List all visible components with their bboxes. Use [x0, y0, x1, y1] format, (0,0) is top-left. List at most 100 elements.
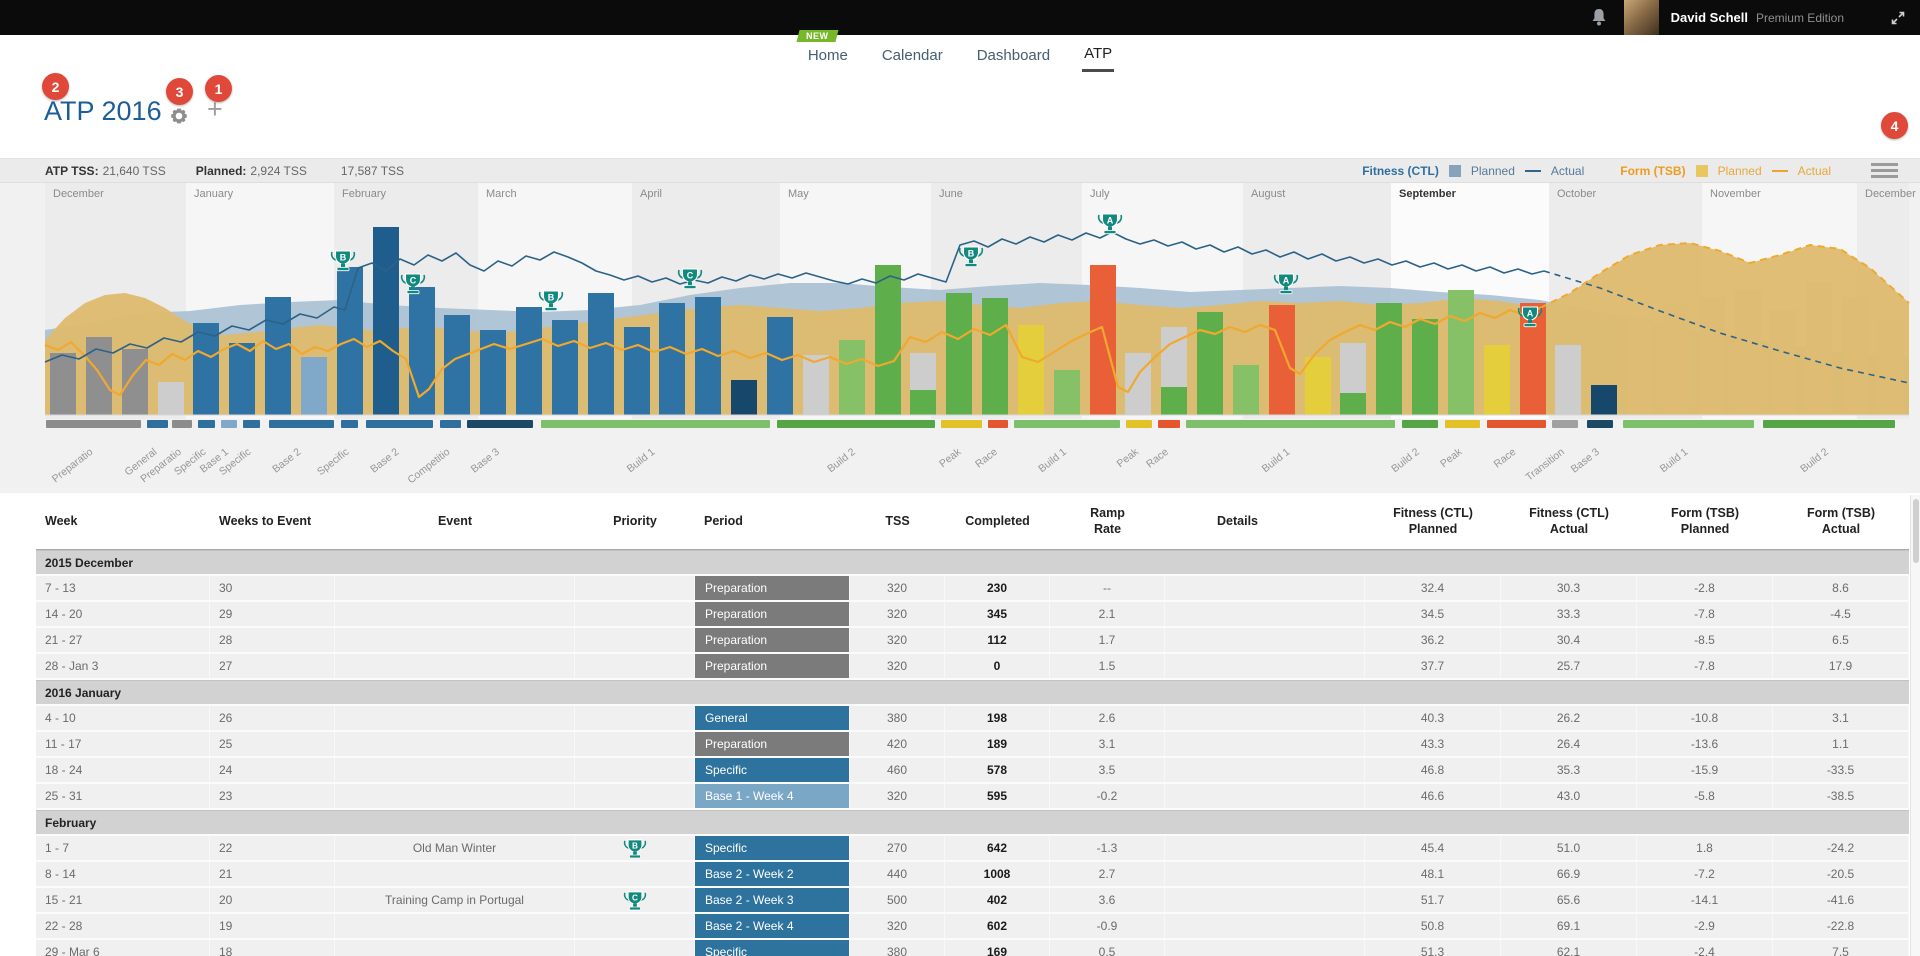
event-cell[interactable] — [335, 732, 575, 756]
completed-cell[interactable]: 402 — [945, 888, 1050, 912]
period-segment[interactable] — [467, 420, 533, 428]
period-badge[interactable]: Base 2 - Week 4 — [695, 914, 849, 938]
tss-cell[interactable]: 320 — [850, 576, 945, 600]
wte-cell[interactable]: 27 — [210, 654, 335, 678]
tsb-actual-cell[interactable]: 3.1 — [1773, 706, 1909, 730]
tsb-planned-cell[interactable]: -7.2 — [1637, 862, 1773, 886]
ramp-cell[interactable]: 1.5 — [1050, 654, 1165, 678]
period-badge[interactable]: Preparation — [695, 654, 849, 678]
period-segment[interactable] — [221, 420, 237, 428]
weekly-tss-bar[interactable] — [1555, 345, 1581, 415]
priority-cell[interactable] — [575, 862, 695, 886]
weekly-tss-bar[interactable] — [373, 227, 399, 415]
ctl-planned-cell[interactable]: 46.6 — [1365, 784, 1501, 808]
weekly-tss-bar[interactable] — [1269, 305, 1295, 415]
chart-menu-icon[interactable] — [1871, 163, 1898, 178]
weekly-tss-bar[interactable] — [1125, 353, 1151, 415]
table-row[interactable]: 18 - 24 24 Specific 460 578 3.5 46.8 35.3 -15.9-… — [36, 758, 1909, 784]
priority-cell[interactable]: B — [575, 836, 695, 860]
table-row[interactable]: 28 - Jan 3 27 Preparation 320 0 1.5 37.7 25.7 -7… — [36, 654, 1909, 680]
table-row[interactable]: 15 - 21 20 Training Camp in Portugal C Base … — [36, 888, 1909, 914]
week-cell[interactable]: 7 - 13 — [36, 576, 210, 600]
table-group-header[interactable]: 2015 December — [36, 550, 1909, 576]
ctl-planned-cell[interactable]: 32.4 — [1365, 576, 1501, 600]
completed-cell[interactable]: 0 — [945, 654, 1050, 678]
weekly-tss-bar[interactable] — [1412, 319, 1438, 415]
event-cell[interactable] — [335, 628, 575, 652]
weekly-tss-bar[interactable] — [1090, 265, 1116, 415]
ctl-planned-cell[interactable]: 46.8 — [1365, 758, 1501, 782]
details-cell[interactable] — [1165, 706, 1365, 730]
week-cell[interactable]: 25 - 31 — [36, 784, 210, 808]
weekly-tss-bar[interactable] — [1305, 357, 1331, 415]
weekly-tss-bar[interactable] — [1233, 365, 1259, 415]
priority-cell[interactable] — [575, 576, 695, 600]
tss-cell[interactable]: 380 — [850, 706, 945, 730]
priority-cell[interactable] — [575, 758, 695, 782]
event-cell[interactable] — [335, 914, 575, 938]
table-scrollbar[interactable] — [1910, 495, 1920, 956]
period-badge[interactable]: Specific — [695, 940, 849, 956]
priority-cell[interactable] — [575, 732, 695, 756]
tsb-planned-cell[interactable]: -2.8 — [1637, 576, 1773, 600]
wte-cell[interactable]: 22 — [210, 836, 335, 860]
ramp-cell[interactable]: -0.9 — [1050, 914, 1165, 938]
ctl-actual-cell[interactable]: 35.3 — [1501, 758, 1637, 782]
event-cell[interactable] — [335, 654, 575, 678]
period-badge[interactable]: General — [695, 706, 849, 730]
tsb-actual-cell[interactable]: 8.6 — [1773, 576, 1909, 600]
wte-cell[interactable]: 21 — [210, 862, 335, 886]
ramp-cell[interactable]: 3.1 — [1050, 732, 1165, 756]
weekly-tss-bar[interactable] — [122, 349, 148, 415]
notifications-bell-icon[interactable] — [1590, 8, 1608, 28]
add-plus-icon[interactable]: + — [207, 94, 223, 124]
weekly-tss-bar[interactable] — [803, 355, 829, 415]
completed-cell[interactable]: 595 — [945, 784, 1050, 808]
tss-cell[interactable]: 460 — [850, 758, 945, 782]
tsb-actual-cell[interactable]: 1.1 — [1773, 732, 1909, 756]
ctl-planned-cell[interactable]: 45.4 — [1365, 836, 1501, 860]
period-cell[interactable]: General — [695, 706, 850, 730]
tsb-planned-cell[interactable]: -15.9 — [1637, 758, 1773, 782]
priority-cell[interactable] — [575, 706, 695, 730]
tsb-planned-cell[interactable]: -2.4 — [1637, 940, 1773, 956]
wte-cell[interactable]: 18 — [210, 940, 335, 956]
weekly-tss-bar[interactable] — [1520, 303, 1546, 415]
weekly-tss-bar[interactable] — [50, 353, 76, 415]
user-name[interactable]: David Schell — [1670, 10, 1748, 25]
tss-cell[interactable]: 320 — [850, 914, 945, 938]
weekly-tss-bar[interactable] — [86, 337, 112, 415]
period-segment[interactable] — [1014, 420, 1120, 428]
wte-cell[interactable]: 19 — [210, 914, 335, 938]
weekly-tss-bar[interactable] — [1376, 303, 1402, 415]
ctl-actual-cell[interactable]: 33.3 — [1501, 602, 1637, 626]
completed-cell[interactable]: 1008 — [945, 862, 1050, 886]
details-cell[interactable] — [1165, 732, 1365, 756]
tsb-planned-cell[interactable]: -13.6 — [1637, 732, 1773, 756]
weekly-tss-bar[interactable] — [839, 340, 865, 415]
tss-cell[interactable]: 500 — [850, 888, 945, 912]
ctl-planned-cell[interactable]: 51.7 — [1365, 888, 1501, 912]
period-segment[interactable] — [1186, 420, 1395, 428]
period-cell[interactable]: Base 1 - Week 4 — [695, 784, 850, 808]
week-cell[interactable]: 1 - 7 — [36, 836, 210, 860]
settings-gear-icon[interactable] — [168, 105, 190, 127]
period-segment[interactable] — [941, 420, 982, 428]
event-cell[interactable]: Old Man Winter — [335, 836, 575, 860]
avatar[interactable] — [1623, 0, 1659, 35]
week-cell[interactable]: 15 - 21 — [36, 888, 210, 912]
details-cell[interactable] — [1165, 654, 1365, 678]
tss-cell[interactable]: 380 — [850, 940, 945, 956]
period-cell[interactable]: Base 2 - Week 2 — [695, 862, 850, 886]
period-segment[interactable] — [1126, 420, 1152, 428]
weekly-tss-bar[interactable] — [516, 307, 542, 415]
weekly-tss-bar[interactable] — [875, 265, 901, 415]
tab-calendar[interactable]: Calendar — [881, 46, 943, 64]
ctl-planned-cell[interactable]: 37.7 — [1365, 654, 1501, 678]
tsb-actual-cell[interactable]: 17.9 — [1773, 654, 1909, 678]
period-cell[interactable]: Preparation — [695, 602, 850, 626]
weekly-tss-bar[interactable] — [982, 298, 1008, 415]
tsb-actual-cell[interactable]: 6.5 — [1773, 628, 1909, 652]
period-segment[interactable] — [1623, 420, 1754, 428]
event-cell[interactable] — [335, 784, 575, 808]
